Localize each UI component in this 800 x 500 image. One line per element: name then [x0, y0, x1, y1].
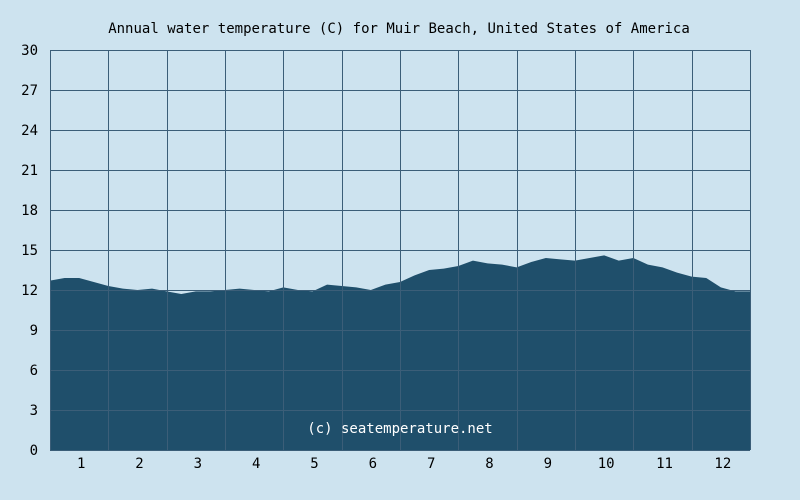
x-tick-label: 4: [252, 456, 260, 472]
y-tick-label: 30: [21, 43, 38, 59]
x-tick-label: 10: [598, 456, 615, 472]
y-axis-ticks: 0 3 6 9 12 15 18 21 24 27 30: [21, 43, 38, 459]
grid-lines: [50, 50, 751, 451]
x-tick-label: 9: [544, 456, 552, 472]
y-tick-label: 0: [30, 443, 38, 459]
y-tick-label: 21: [21, 163, 38, 179]
x-tick-label: 11: [656, 456, 673, 472]
y-tick-label: 9: [30, 323, 38, 339]
chart-title: Annual water temperature (C) for Muir Be…: [108, 21, 690, 37]
x-tick-label: 1: [77, 456, 85, 472]
y-tick-label: 6: [30, 363, 38, 379]
watermark-text: (c) seatemperature.net: [307, 421, 492, 437]
y-tick-label: 3: [30, 403, 38, 419]
x-tick-label: 7: [427, 456, 435, 472]
y-tick-label: 24: [21, 123, 38, 139]
x-tick-label: 6: [369, 456, 377, 472]
x-axis-ticks: 1 2 3 4 5 6 7 8 9 10 11 12: [77, 456, 731, 472]
x-tick-label: 3: [194, 456, 202, 472]
y-tick-label: 27: [21, 83, 38, 99]
x-tick-label: 2: [135, 456, 143, 472]
y-tick-label: 18: [21, 203, 38, 219]
x-tick-label: 8: [485, 456, 493, 472]
x-tick-label: 5: [310, 456, 318, 472]
y-tick-label: 12: [21, 283, 38, 299]
y-tick-label: 15: [21, 243, 38, 259]
x-tick-label: 12: [714, 456, 731, 472]
